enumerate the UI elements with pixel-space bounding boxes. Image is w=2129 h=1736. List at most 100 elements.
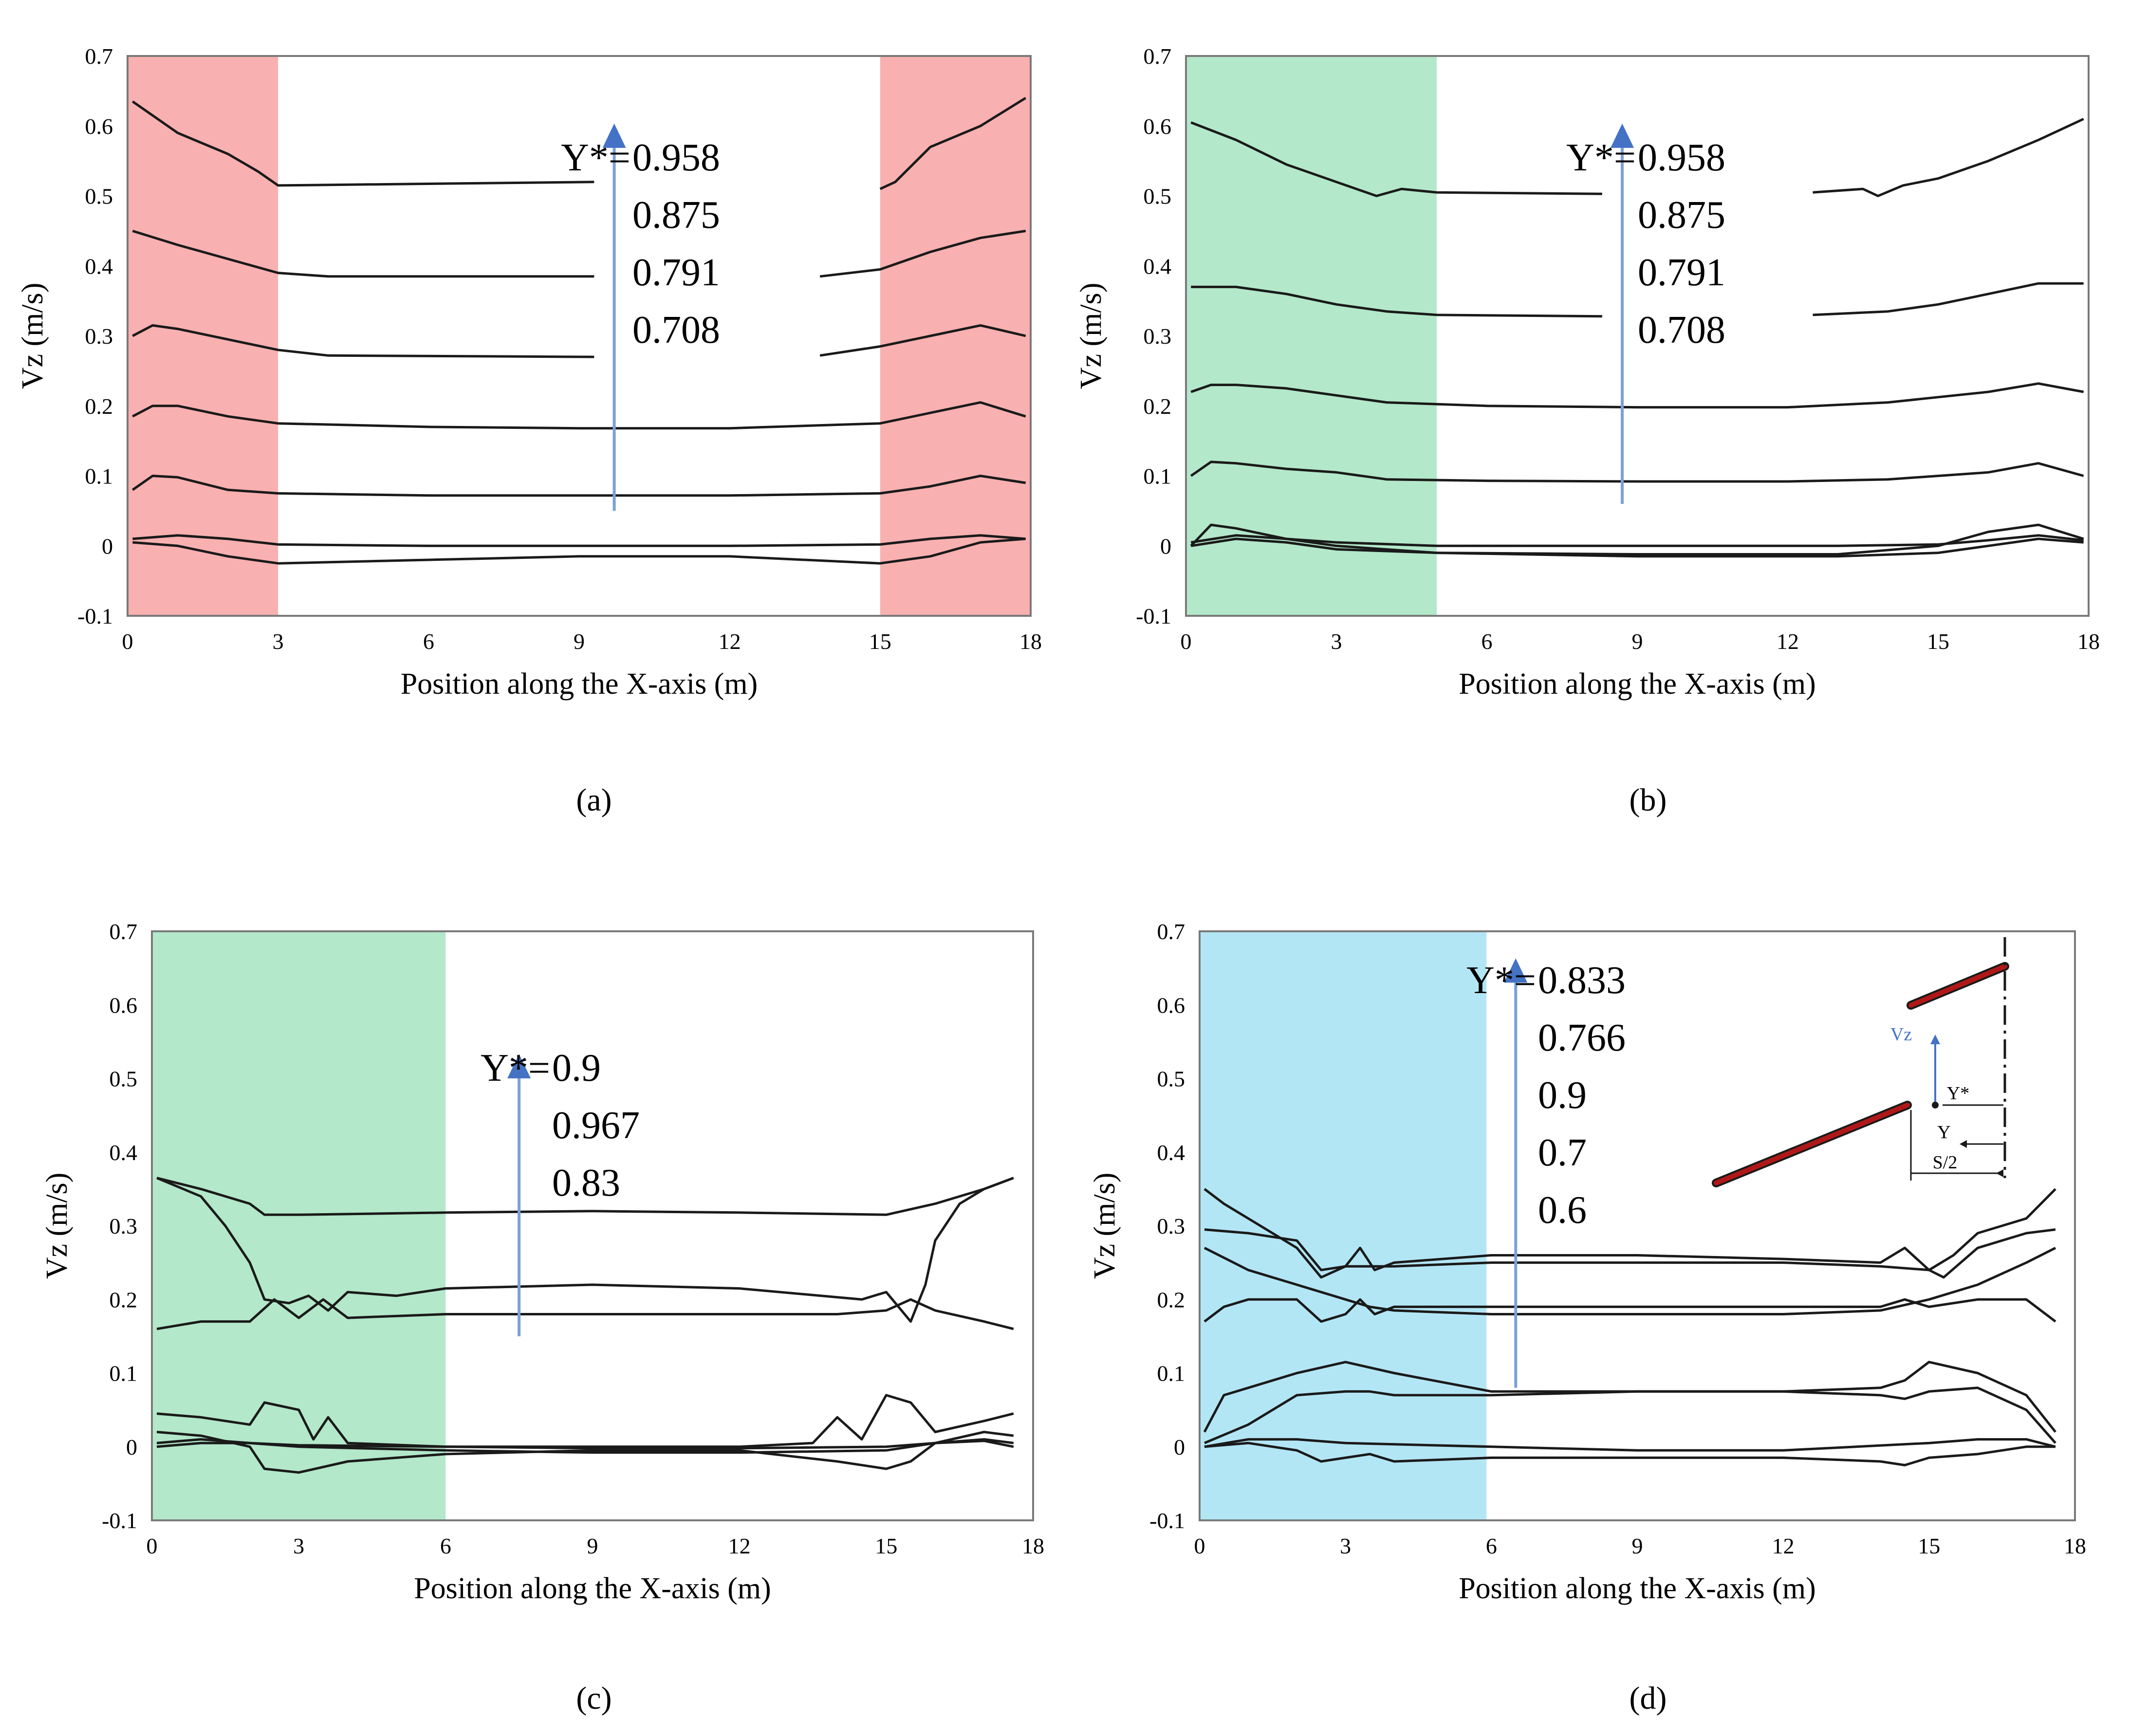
legend-value: 0.6 [1538,1189,1587,1232]
series-line-8 [1190,534,2084,547]
x-tick-label: 0 [147,1533,158,1558]
y-tick-label: 0.3 [1157,1214,1185,1238]
y-dimension-arrow [1960,1140,1967,1148]
trend-arrow-head [1611,123,1634,148]
legend-value: 0.791 [1638,251,1725,294]
y-tick-label: 0.7 [85,44,113,69]
schematic-vz-label: Vz [1890,1024,1912,1045]
x-tick-label: 6 [440,1533,451,1558]
x-tick-label: 18 [2064,1533,2086,1558]
x-tick-label: 12 [719,629,741,654]
series-line-9 [1190,537,2084,558]
series-line-3 [132,230,594,278]
series-line-3 [1203,1247,2056,1315]
y-tick-label: 0.6 [1144,114,1172,139]
y-tick-label: 0.5 [85,184,113,209]
y-axis-title: Vz (m/s) [1074,283,1108,389]
panel-c: -0.1 0 0.1 0.2 0.3 0.4 0.5 0.6 0.7 0 3 6 9 12 15 18 Posi… [40,919,1044,1716]
series-line-6 [1190,461,2084,483]
x-tick-label: 9 [574,629,585,654]
legend-value: 0.9 [552,1047,601,1090]
legend-value: 0.7 [1538,1131,1587,1174]
series-line-7 [132,401,1026,430]
legend-value: 0.833 [1538,959,1626,1002]
y-tick-label: -0.1 [102,1508,137,1533]
series-line-2 [1204,1228,2056,1279]
series-line-8 [1204,1441,2055,1467]
x-tick-label: 0 [122,629,133,654]
series-line-9 [132,534,1026,547]
y-tick-label: 0.3 [85,324,113,349]
x-axis-title: Position along the X-axis (m) [1459,667,1816,701]
y-tick-label: 0.7 [110,919,138,944]
series-line-1 [131,100,594,187]
y-tick-label: 0.2 [110,1287,138,1312]
x-tick-label: 6 [1481,629,1493,654]
series-line-4 [1813,282,2084,316]
y-axis-title: Vz (m/s) [40,1173,74,1279]
legend-prefix: Y*= [1466,959,1536,1002]
y-tick-label: 0.4 [110,1140,138,1165]
y-tick-label: 0.1 [110,1361,138,1386]
series-line-4 [819,229,1026,278]
legend-value: 0.967 [552,1104,640,1147]
y-tick-label: 0.2 [1157,1287,1185,1312]
series-line-2 [156,1177,1014,1323]
y-tick-label: 0.7 [1157,919,1185,944]
legend-prefix: Y*= [481,1047,550,1090]
y-tick-label: 0.7 [1144,44,1172,69]
y-tick-label: 0 [126,1435,137,1459]
panel-b: -0.1 0 0.1 0.2 0.3 0.4 0.5 0.6 0.7 0 3 6 9 12 15 18 Posi… [1074,44,2100,818]
legend-value: 0.958 [632,136,720,179]
shaded-region [1200,931,1487,1520]
legend-value: 0.875 [1638,194,1725,237]
x-tick-label: 18 [1022,1533,1044,1558]
y-tick-label: 0.4 [85,254,113,278]
x-tick-label: 6 [423,629,434,654]
x-tick-label: 12 [728,1533,751,1558]
plot-frame [151,930,1034,1521]
x-tick-label: 15 [1918,1533,1940,1558]
x-tick-label: 9 [1632,629,1643,654]
legend-value: 0.708 [1638,309,1725,351]
x-axis-title: Position along the X-axis (m) [401,667,758,701]
schematic-s2-label: S/2 [1933,1152,1958,1173]
legend-value: 0.875 [632,194,720,237]
panel-d: -0.1 0 0.1 0.2 0.3 0.4 0.5 0.6 0.7 0 3 6 9 12 15 18 Posi… [1088,919,2086,1716]
y-tick-label: 0.3 [110,1214,138,1238]
legend-value: 0.791 [632,251,720,294]
panel-label: (a) [576,782,611,818]
y-tick-label: 0.1 [85,464,113,489]
series-line-5 [1190,382,2084,409]
vz-arrow-head [1930,1034,1940,1044]
schematic-ystar-label: Y* [1947,1083,1969,1104]
x-tick-label: 3 [293,1533,304,1558]
x-tick-label: 18 [1019,629,1042,654]
y-tick-label: 0.2 [1144,394,1172,419]
y-tick-label: 0.3 [1144,324,1172,349]
y-tick-label: 0.6 [1157,993,1185,1017]
series-line-1 [1190,121,1602,197]
s2-dimension-arrow [1996,1169,2003,1177]
series-line-7 [1204,1438,2056,1452]
x-tick-label: 12 [1772,1533,1795,1558]
series-line-4 [156,1394,1014,1448]
x-tick-label: 12 [1777,629,1799,654]
panel-label: (d) [1629,1681,1667,1716]
x-tick-label: 15 [875,1533,897,1558]
trend-arrow-head [1504,958,1528,983]
trend-arrow-head [507,1054,531,1079]
x-tick-label: 3 [1340,1533,1351,1558]
panel-a: -0.1 0 0.1 0.2 0.3 0.4 0.5 0.6 0.7 0 3 6 9 12 15 18 Posi… [16,44,1042,818]
y-tick-label: -0.1 [1136,604,1171,628]
legend-value: 0.958 [1638,136,1725,179]
y-tick-label: 0.1 [1144,464,1172,489]
y-tick-label: 0.4 [1144,254,1172,278]
shaded-region [128,56,278,616]
y-axis-title: Vz (m/s) [1088,1173,1121,1279]
trend-arrow-head [602,123,626,148]
y-tick-label: 0 [1160,534,1171,558]
schematic-y-label: Y [1937,1122,1950,1143]
y-tick-label: 0.1 [1157,1361,1185,1386]
